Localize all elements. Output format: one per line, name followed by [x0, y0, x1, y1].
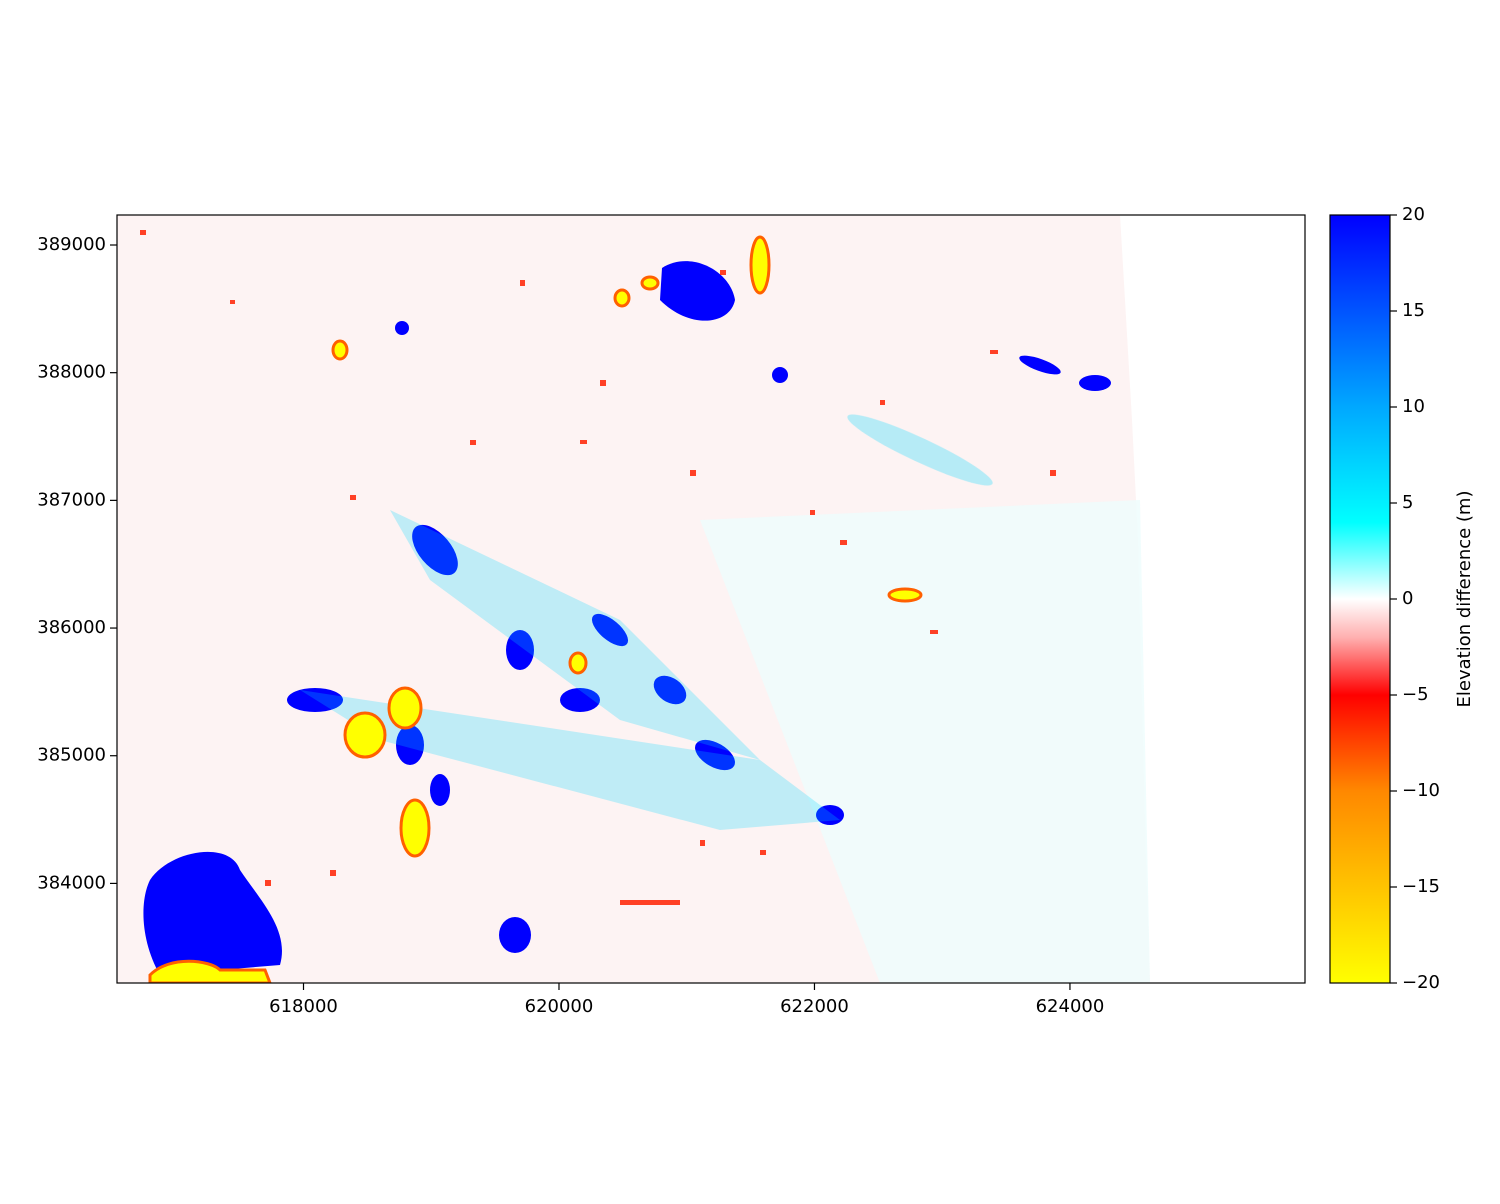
y-tick-label: 384000: [37, 872, 106, 893]
y-tick-label: 388000: [37, 362, 106, 383]
x-tick-label: 624000: [1036, 996, 1105, 1017]
colorbar-tick-label: −5: [1402, 684, 1429, 705]
y-tick-label: 387000: [37, 489, 106, 510]
raster: [117, 215, 1150, 983]
x-tick-label: 620000: [525, 996, 594, 1017]
colorbar-tick-label: 15: [1402, 300, 1425, 321]
x-tick-label: 618000: [269, 996, 338, 1017]
axes-frame: [116, 214, 1306, 984]
colorbar-tick-label: −15: [1402, 876, 1440, 897]
colorbar-label: Elevation difference (m): [1454, 491, 1475, 708]
colorbar: [1329, 214, 1391, 984]
y-tick-label: 386000: [37, 617, 106, 638]
colorbar-tick-label: 0: [1402, 588, 1413, 609]
colorbar-tick-label: −10: [1402, 780, 1440, 801]
y-tick-label: 389000: [37, 234, 106, 255]
y-tick-label: 385000: [37, 745, 106, 766]
colorbar-tick-label: 10: [1402, 396, 1425, 417]
x-tick-label: 622000: [780, 996, 849, 1017]
colorbar-tick-label: −20: [1402, 972, 1440, 993]
colorbar-tick-label: 5: [1402, 492, 1413, 513]
colorbar-tick-label: 20: [1402, 204, 1425, 225]
